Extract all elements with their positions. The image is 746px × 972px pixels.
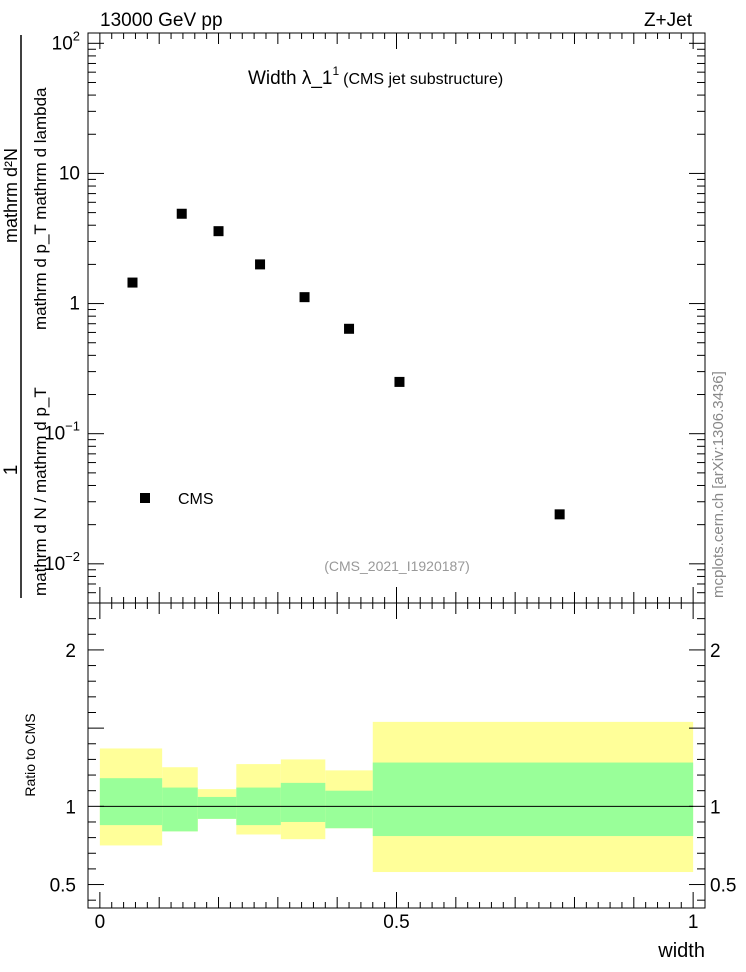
y-label-upper-main: mathrm d²N — [1, 148, 21, 243]
main-y-tick-label: 102 — [52, 28, 80, 54]
inner-uncertainty-band — [372, 762, 694, 837]
plot-title: Width λ_11 (CMS jet substructure) — [248, 64, 503, 89]
data-point — [176, 208, 187, 219]
main-y-tick-label: 1 — [69, 294, 80, 315]
ratio-y-axis-label: Ratio to CMS — [22, 713, 38, 796]
main-y-tick-label: 10−2 — [44, 549, 80, 575]
inner-uncertainty-band — [99, 778, 163, 826]
plot-title-subtitle: (CMS jet substructure) — [343, 71, 503, 88]
data-point — [213, 226, 224, 237]
main-y-axis-label: 1 mathrm d²N mathrm d p_T mathrm d lambd… — [1, 35, 50, 598]
main-y-tick-label: 10−1 — [44, 419, 80, 445]
data-points — [127, 208, 565, 520]
inner-uncertainty-band — [325, 790, 373, 829]
data-point — [255, 259, 266, 270]
legend-label-cms: CMS — [178, 491, 214, 508]
data-point — [127, 277, 138, 288]
main-y-axis-ticks: 102 10 1 10−1 10−2 — [44, 28, 705, 604]
data-point — [299, 292, 310, 303]
plot-title-superscript: 1 — [332, 64, 339, 78]
data-point — [554, 509, 565, 520]
ratio-x-axis-ticks: 0 0.5 1 — [95, 603, 699, 933]
data-point — [394, 376, 405, 387]
ratio-y-axis-ticks: 2 2 1 1 0.5 0.5 — [50, 618, 736, 901]
data-point — [344, 323, 355, 334]
main-panel-frame — [87, 32, 706, 604]
x-tick-label: 0.5 — [383, 912, 409, 933]
ratio-uncertainty-bands — [99, 721, 694, 873]
analysis-watermark: (CMS_2021_I1920187) — [324, 558, 470, 574]
y-label-numerator: 1 — [1, 465, 22, 476]
header-process-label: Z+Jet — [644, 10, 693, 31]
header-energy-label: 13000 GeV pp — [100, 10, 223, 31]
ratio-y-tick-label-right: 1 — [710, 797, 721, 818]
main-panel: 102 10 1 10−1 10−2 — [44, 28, 706, 604]
legend: CMS — [140, 491, 214, 508]
inner-uncertainty-band — [280, 782, 326, 822]
ratio-y-tick-label-right: 2 — [710, 641, 721, 662]
ratio-panel: 2 21 10.5 0.5 0 0.5 1 — [50, 602, 736, 933]
inner-uncertainty-band — [197, 796, 237, 819]
x-tick-label: 0 — [95, 912, 106, 933]
y-label-lower: mathrm d N / mathrm d p_T — [31, 387, 50, 596]
ratio-y-tick-label-left: 1 — [65, 797, 76, 818]
x-tick-label: 1 — [688, 912, 699, 933]
x-axis-label: width — [657, 940, 705, 962]
y-label-upper: mathrm d²N — [1, 148, 21, 243]
main-y-tick-label: 10 — [59, 163, 80, 184]
ratio-y-tick-label-left: 2 — [65, 641, 76, 662]
y-label-upper-detail: mathrm d p_T mathrm d lambda — [31, 87, 50, 330]
inner-uncertainty-band — [162, 787, 198, 832]
ratio-y-tick-label-right: 0.5 — [710, 876, 736, 897]
legend-marker — [140, 493, 150, 503]
plot-title-main: Width λ_1 — [248, 68, 332, 89]
main-x-axis-ticks — [99, 33, 694, 603]
ratio-y-tick-label-left: 0.5 — [50, 876, 76, 897]
source-side-text: mcplots.cern.ch [arXiv:1306.3436] — [710, 371, 727, 598]
